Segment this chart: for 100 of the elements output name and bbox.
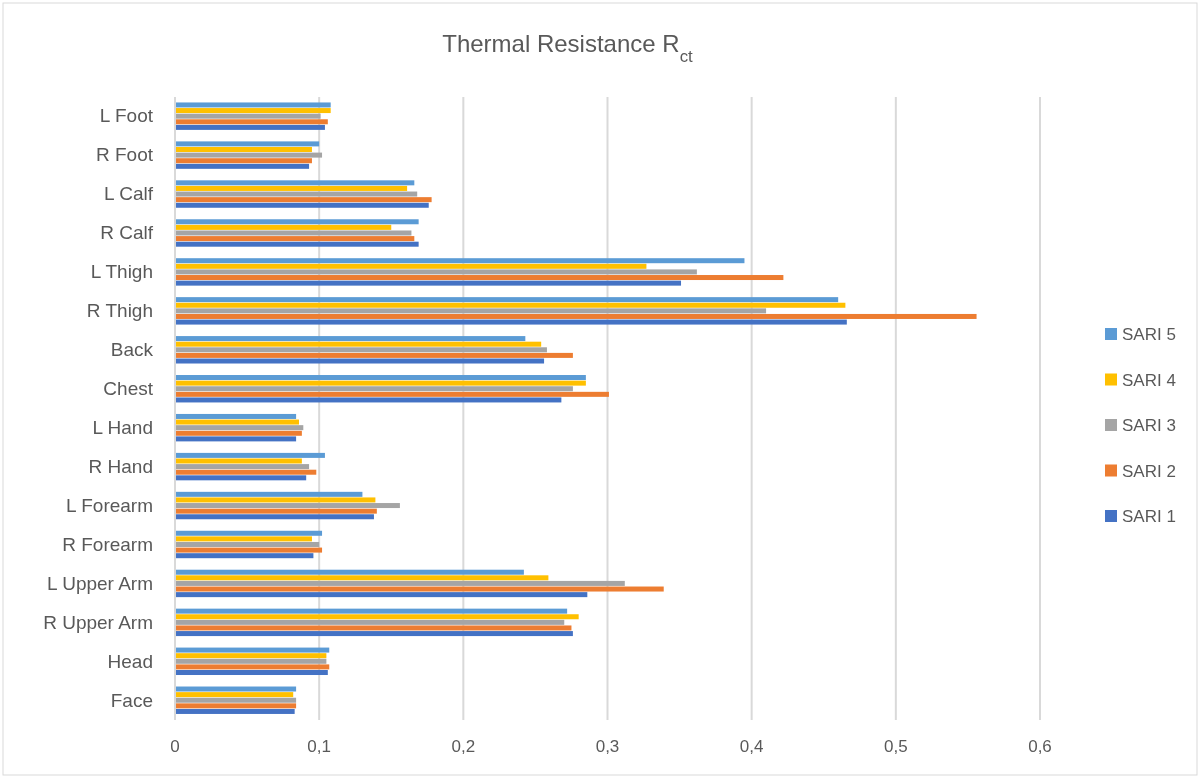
y-tick-label: L Foot [99, 105, 154, 127]
bar [175, 141, 320, 147]
bar [175, 436, 297, 442]
bar [175, 430, 302, 436]
bar [175, 113, 321, 119]
bar [175, 547, 323, 553]
bar [175, 352, 573, 358]
bar [175, 341, 542, 347]
bar [175, 375, 586, 381]
bar [175, 397, 562, 403]
bar [175, 469, 317, 475]
bar [175, 319, 847, 325]
bar [175, 224, 392, 230]
bar [175, 119, 328, 125]
bar [175, 358, 545, 364]
bar [175, 297, 839, 303]
y-tick-label: L Forearm [66, 494, 153, 516]
bar [175, 586, 664, 592]
bar [175, 347, 547, 353]
bar [175, 692, 294, 698]
bar [175, 386, 573, 392]
y-tick-label: Back [110, 339, 154, 361]
bar [175, 230, 412, 236]
chart-title: Thermal Resistance R$_{ct}$ [442, 30, 694, 66]
bar [175, 619, 565, 625]
bar [175, 391, 609, 397]
bar [175, 163, 310, 169]
y-tick-label: Head [107, 650, 153, 672]
bar [175, 530, 323, 536]
x-tick-label: 0 [170, 737, 180, 756]
bar [175, 664, 330, 670]
bar [175, 425, 304, 431]
y-tick-label: Chest [103, 378, 154, 400]
bar [175, 503, 400, 509]
bar [175, 608, 568, 614]
bar [175, 108, 331, 114]
legend-label: SARI 5 [1122, 325, 1176, 344]
bar [175, 197, 432, 203]
bar [175, 202, 429, 208]
bar [175, 313, 977, 319]
y-tick-label: L Hand [92, 416, 153, 438]
bar [175, 458, 302, 464]
y-tick-label: L Thigh [90, 261, 153, 283]
bar [175, 152, 323, 158]
y-tick-label: R Thigh [86, 300, 153, 322]
bar [175, 703, 297, 709]
bar [175, 147, 312, 152]
bar [175, 614, 579, 620]
bar [175, 536, 312, 542]
bar [175, 124, 325, 130]
bar [175, 575, 549, 581]
bar [175, 670, 328, 676]
bar [175, 697, 297, 703]
bar [175, 653, 327, 659]
bar [175, 686, 297, 692]
bar [175, 102, 331, 108]
bar [175, 308, 767, 314]
y-tick-label: Face [110, 689, 153, 711]
x-tick-label: 0,4 [739, 737, 764, 756]
x-tick-label: 0,1 [307, 737, 331, 756]
x-tick-label: 0,2 [451, 737, 476, 756]
bar [175, 708, 295, 714]
y-tick-label: R Upper Arm [43, 611, 153, 633]
bar [175, 631, 573, 637]
bar [175, 380, 586, 386]
bar [175, 497, 376, 503]
bar [175, 180, 415, 186]
bar [175, 280, 682, 286]
y-tick-label: R Forearm [62, 533, 153, 555]
bar [175, 269, 697, 275]
bar [175, 491, 363, 497]
x-tick-label: 0,3 [595, 737, 620, 756]
bar [175, 464, 310, 470]
legend-label: SARI 3 [1122, 416, 1176, 435]
bar [175, 569, 524, 575]
y-tick-label: L Calf [104, 183, 154, 205]
bar [175, 336, 526, 342]
bar [175, 413, 297, 419]
bar [175, 219, 419, 225]
bar [175, 647, 330, 653]
y-tick-label: L Upper Arm [47, 572, 153, 594]
bar [175, 625, 572, 631]
bar [175, 302, 846, 308]
bar [175, 580, 625, 586]
bar [175, 592, 588, 598]
y-tick-label: R Hand [88, 455, 153, 477]
bar [175, 452, 325, 458]
y-tick-label: R Calf [100, 222, 154, 244]
bar [175, 185, 408, 191]
legend-label: SARI 2 [1122, 461, 1176, 481]
bar [175, 553, 314, 559]
bar [175, 541, 320, 547]
bar [175, 275, 784, 281]
bar [175, 236, 415, 242]
bar [175, 158, 312, 164]
bar [175, 475, 307, 481]
x-tick-label: 0,5 [884, 737, 908, 756]
bar [175, 263, 647, 269]
bar [175, 241, 419, 247]
y-tick-label: R Foot [95, 144, 154, 166]
